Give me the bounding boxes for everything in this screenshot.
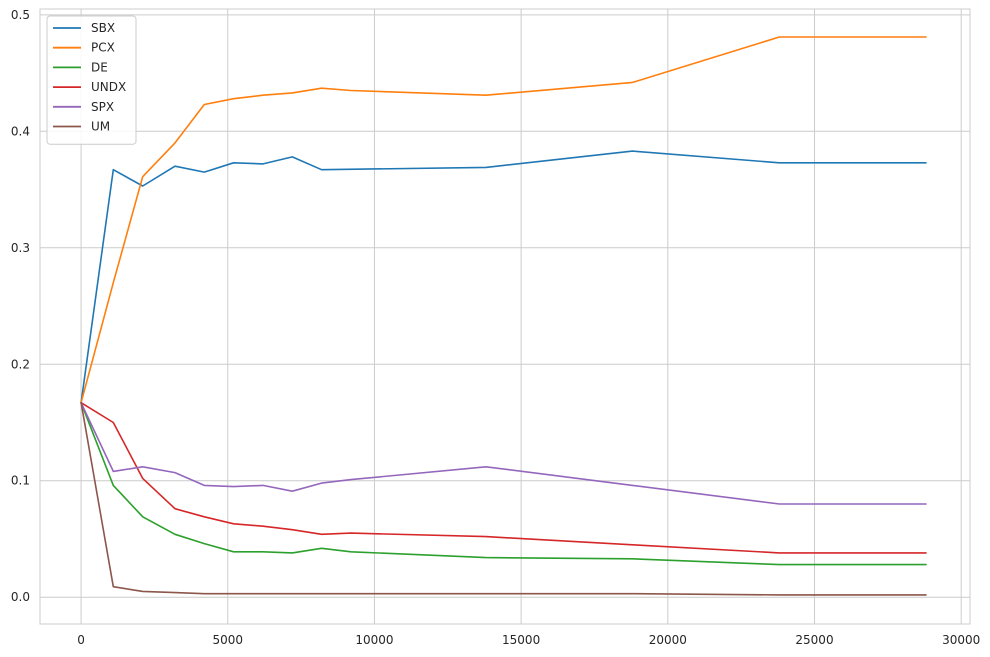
x-tick-label: 20000 bbox=[649, 633, 687, 647]
legend-label-um: UM bbox=[91, 120, 110, 134]
y-tick-label: 0.4 bbox=[11, 124, 30, 138]
legend: SBX PCX DE UNDX SPX UM bbox=[46, 15, 137, 145]
x-tick-label: 25000 bbox=[795, 633, 833, 647]
legend-label-de: DE bbox=[91, 60, 108, 74]
x-tick-label: 30000 bbox=[942, 633, 980, 647]
legend-label-spx: SPX bbox=[91, 100, 114, 114]
y-axis-ticks: 0.0 0.1 0.2 0.3 0.4 0.5 bbox=[11, 8, 30, 604]
y-tick-label: 0.3 bbox=[11, 241, 30, 255]
x-tick-label: 0 bbox=[77, 633, 85, 647]
y-tick-label: 0.1 bbox=[11, 474, 30, 488]
legend-label-undx: UNDX bbox=[91, 80, 126, 94]
x-tick-label: 15000 bbox=[502, 633, 540, 647]
legend-label-sbx: SBX bbox=[91, 21, 115, 35]
series-line-um bbox=[80, 401, 927, 596]
y-tick-label: 0.2 bbox=[11, 357, 30, 371]
series-layer bbox=[80, 36, 927, 596]
x-tick-label: 5000 bbox=[212, 633, 243, 647]
series-line-de bbox=[80, 401, 927, 566]
y-tick-label: 0.0 bbox=[11, 590, 30, 604]
series-line-pcx bbox=[80, 36, 927, 404]
series-line-sbx bbox=[80, 150, 927, 404]
x-axis-ticks: 0 5000 10000 15000 20000 25000 30000 bbox=[77, 633, 980, 647]
series-line-undx bbox=[80, 401, 927, 554]
y-tick-label: 0.5 bbox=[11, 8, 30, 22]
series-line-spx bbox=[80, 401, 927, 505]
x-tick-label: 10000 bbox=[355, 633, 393, 647]
legend-label-pcx: PCX bbox=[91, 41, 115, 55]
plot-frame bbox=[39, 8, 971, 625]
